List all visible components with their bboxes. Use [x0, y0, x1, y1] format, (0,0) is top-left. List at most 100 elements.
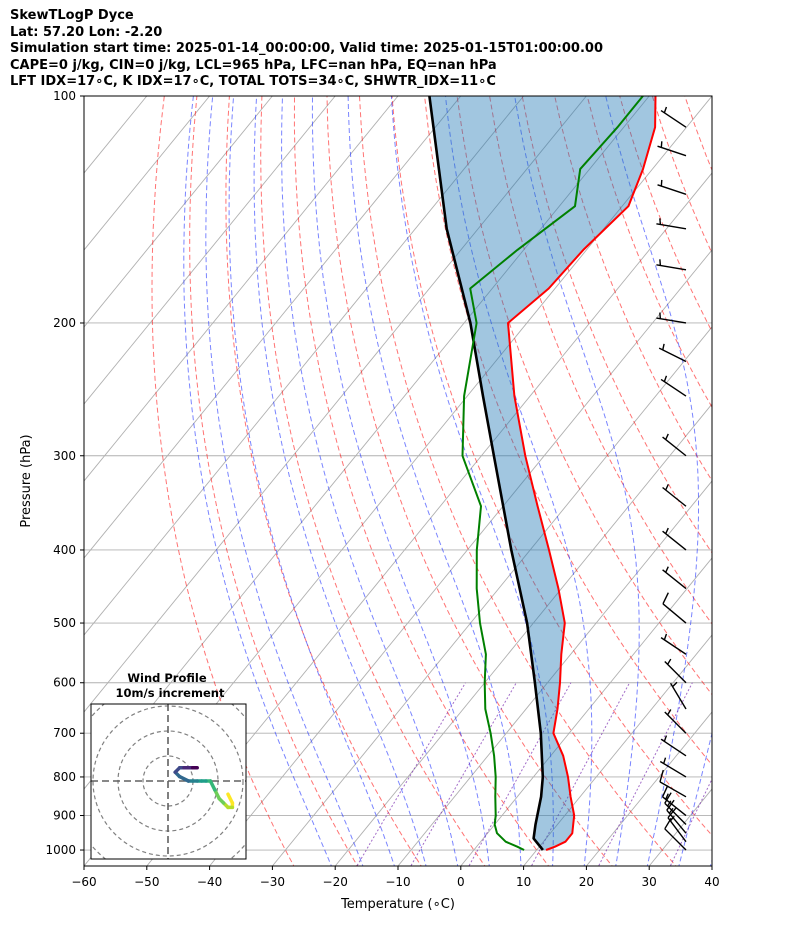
- wind-barbs: [656, 106, 687, 851]
- wind-barb: [658, 343, 687, 363]
- dewpoint-line: [461, 96, 644, 851]
- dry-adiabat: [424, 96, 712, 766]
- x-tick-label: 30: [642, 875, 657, 889]
- wind-barb: [656, 312, 687, 324]
- moist-adiabat: [678, 731, 712, 866]
- isotherm-gridline: [586, 711, 712, 866]
- mixing-ratio-line: [468, 682, 572, 866]
- dry-adiabat: [684, 96, 712, 172]
- dry-adiabat: [189, 96, 359, 866]
- wind-barb: [664, 658, 687, 684]
- isotherm-gridline: [209, 249, 712, 866]
- dry-adiabat: [717, 96, 794, 869]
- y-tick-label: 700: [53, 726, 76, 740]
- wind-barb: [661, 785, 687, 817]
- wind-barb: [656, 259, 687, 271]
- x-tick-label: 10: [516, 875, 531, 889]
- mixing-ratio-line: [356, 682, 466, 866]
- hodograph-frame: [90, 703, 247, 860]
- moist-adiabat: [183, 96, 332, 866]
- x-tick-label: −40: [197, 875, 222, 889]
- wind-barb: [660, 735, 687, 757]
- header-times: Simulation start time: 2025-01-14_00:00:…: [10, 41, 603, 56]
- header-title: SkewTLogP Dyce: [10, 8, 134, 23]
- moist-adiabat: [228, 96, 396, 866]
- y-tick-label: 800: [53, 770, 76, 784]
- y-tick-label: 900: [53, 809, 76, 823]
- dry-adiabat: [293, 96, 550, 866]
- isotherm-gridline: [397, 480, 712, 866]
- x-axis: −60 −50 −40 −30 −20 −10 0 10 20 30 40: [71, 866, 720, 889]
- header-stability: CAPE=0 j/kg, CIN=0 j/kg, LCL=965 hPa, LF…: [10, 57, 497, 73]
- y-axis-label: Pressure (hPa): [19, 434, 34, 527]
- isotherm-gridline: [84, 96, 336, 405]
- isotherm-gridline: [84, 96, 399, 482]
- wind-barb: [659, 769, 687, 798]
- dry-adiabat: [521, 96, 712, 554]
- moist-adiabat: [311, 96, 490, 866]
- temperature-line: [507, 96, 657, 851]
- x-tick-label: −50: [134, 875, 159, 889]
- dry-adiabat: [456, 96, 712, 696]
- dry-adiabat: [651, 96, 712, 255]
- y-tick-label: 500: [53, 616, 76, 630]
- profile-lines: [428, 96, 657, 851]
- header-location: Lat: 57.20 Lon: -2.20: [10, 24, 163, 40]
- y-tick-label: 100: [53, 89, 76, 103]
- dry-adiabat: [225, 96, 422, 866]
- hodograph-title: Wind Profile: [127, 671, 207, 685]
- dry-adiabat: [151, 96, 295, 866]
- moist-adiabat: [709, 858, 712, 866]
- x-tick-label: 40: [704, 875, 719, 889]
- moist-adiabat: [390, 96, 554, 866]
- wind-barb: [657, 179, 687, 195]
- wind-barb: [660, 633, 687, 655]
- x-tick-label: −60: [71, 875, 96, 889]
- mixing-ratio-line: [598, 682, 693, 866]
- parcel-profile-line: [428, 96, 545, 851]
- wind-barb: [662, 566, 687, 590]
- negative-area: [429, 96, 656, 850]
- moist-adiabat: [347, 96, 522, 866]
- isotherm-gridline: [84, 96, 587, 713]
- moist-adiabat: [605, 96, 699, 866]
- isotherm-gridline: [334, 403, 712, 866]
- moist-adiabat: [205, 96, 364, 866]
- wind-barb: [667, 807, 687, 843]
- isotherm-gridline: [460, 557, 712, 866]
- x-tick-label: −30: [260, 875, 285, 889]
- wind-barb: [660, 106, 687, 128]
- wind-barb: [669, 681, 687, 710]
- y-tick-label: 400: [53, 543, 76, 557]
- dry-adiabat: [619, 96, 712, 333]
- x-tick-label: 20: [579, 875, 594, 889]
- y-tick-label: 600: [53, 676, 76, 690]
- dry-adiabat: [750, 96, 794, 869]
- isotherm-gridline: [84, 96, 85, 97]
- wind-barb: [656, 218, 687, 230]
- hodograph-subtitle: 10m/s increment: [116, 686, 225, 700]
- isotherm-gridline: [84, 96, 273, 328]
- y-axis: 1000 900 800 700 600 500 400 300 200 100: [45, 89, 84, 857]
- isotherm-gridline: [523, 634, 712, 866]
- wind-barb: [662, 527, 687, 551]
- wind-barb: [664, 709, 687, 734]
- mixing-ratio-line: [669, 777, 712, 866]
- y-tick-label: 200: [53, 316, 76, 330]
- dry-adiabat: [326, 96, 613, 866]
- mixing-ratio-line: [410, 682, 517, 866]
- wind-barb: [662, 484, 687, 507]
- isotherm-gridline: [84, 96, 462, 559]
- moist-adiabat: [253, 96, 427, 866]
- chart-header: SkewTLogP Dyce Lat: 57.20 Lon: -2.20 Sim…: [10, 8, 603, 91]
- dry-adiabat: [260, 96, 486, 866]
- wind-barb: [666, 799, 687, 834]
- x-axis-label: Temperature (∘C): [340, 897, 455, 912]
- isotherm-gridline: [84, 96, 210, 251]
- hodograph-inset: Wind Profile 10m/s increment: [90, 671, 247, 860]
- dry-adiabat: [782, 96, 794, 869]
- wind-barb: [664, 792, 687, 825]
- x-tick-label: −20: [323, 875, 348, 889]
- x-tick-label: 0: [457, 875, 465, 889]
